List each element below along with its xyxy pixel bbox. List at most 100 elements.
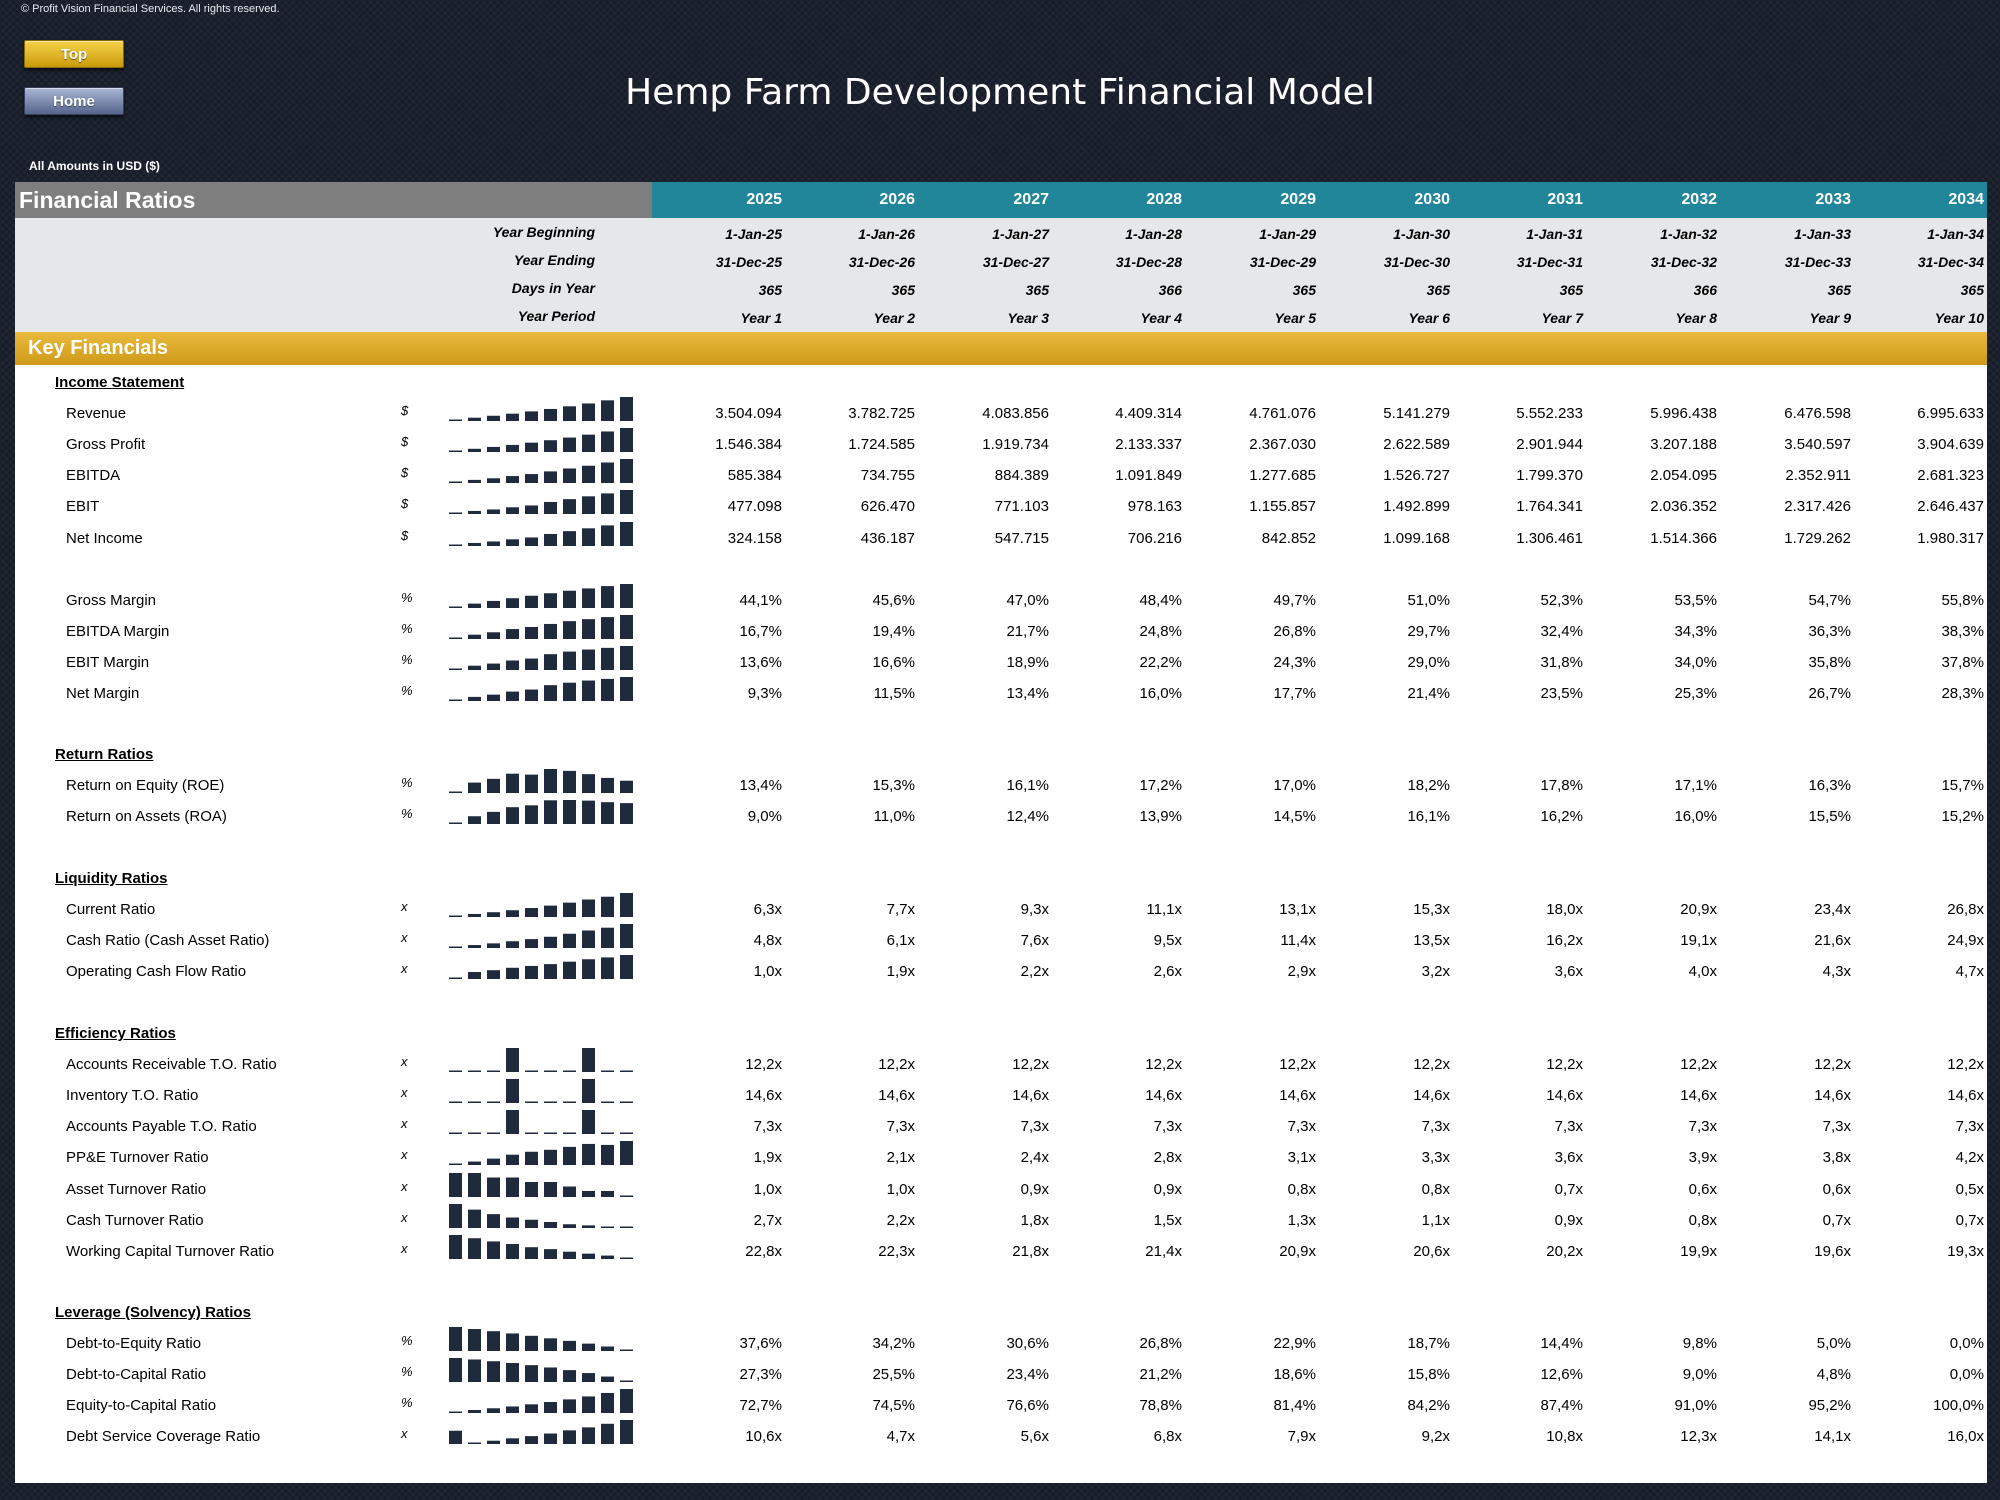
ratio-value-cell: 14,6x — [878, 1087, 915, 1104]
ratio-value-cell: 12,6% — [1540, 1366, 1583, 1383]
ratio-value-cell: 4,0x — [1688, 963, 1717, 980]
ratio-value-cell: 0,8x — [1688, 1212, 1717, 1229]
spark-bar — [468, 634, 481, 639]
ratio-value-cell: 1,3x — [1287, 1212, 1316, 1229]
spark-bar — [468, 972, 481, 979]
ratio-value-cell: 47,0% — [1006, 592, 1049, 609]
spark-bar — [544, 1338, 557, 1351]
home-button[interactable]: Home — [24, 87, 124, 115]
ratio-value-cell: 3.504.094 — [715, 405, 782, 422]
ratio-value-cell: 6,3x — [753, 901, 782, 918]
ratio-value-cell: 6.995.633 — [1917, 405, 1984, 422]
spark-bar — [563, 902, 576, 917]
spark-bar — [487, 1408, 500, 1413]
ratio-value-cell: 14,4% — [1540, 1335, 1583, 1352]
sparkline-chart — [449, 677, 633, 701]
header-bar: Financial Ratios 2025 2026 2027 2028 2029 203… — [15, 182, 1987, 218]
sparkline — [449, 1356, 639, 1389]
sparkline-chart — [449, 1110, 633, 1134]
ratio-value-cell: 19,3x — [1947, 1243, 1984, 1260]
spark-bar — [487, 1331, 500, 1351]
spark-bar — [563, 651, 576, 670]
ratio-value-cell: 5,6x — [1020, 1428, 1049, 1445]
sparkline — [449, 1202, 639, 1235]
ratio-value-cell: 14,6x — [1814, 1087, 1851, 1104]
sparkline-chart — [449, 1173, 633, 1197]
ratio-value-cell: 26,8% — [1139, 1335, 1182, 1352]
spark-bar — [525, 658, 538, 670]
spark-bar — [544, 1132, 557, 1134]
ratio-value-cell: 1.526.727 — [1383, 467, 1450, 484]
ratio-value-cell: 22,3x — [878, 1243, 915, 1260]
year-column-header: 2025 — [746, 191, 782, 208]
spark-bar — [506, 476, 519, 483]
spark-bar — [468, 1329, 481, 1351]
ratio-value-cell: 1.155.857 — [1249, 498, 1316, 515]
spark-bar — [449, 946, 462, 948]
ratio-value-cell: 2.901.944 — [1516, 436, 1583, 453]
ratio-value-cell: 31,8% — [1540, 654, 1583, 671]
period-cell: 1-Jan-34 — [1927, 226, 1984, 242]
spark-bar — [563, 531, 576, 546]
period-cell: 31-Dec-28 — [1115, 254, 1182, 270]
ratio-value-cell: 21,4x — [1145, 1243, 1182, 1260]
ratio-value-cell: 24,8% — [1139, 623, 1182, 640]
spark-bar — [525, 1151, 538, 1165]
sparkline — [449, 953, 639, 986]
ratio-value-cell: 3,6x — [1554, 963, 1583, 980]
spark-bar — [449, 668, 462, 670]
spark-bar — [544, 1367, 557, 1382]
ratio-value-cell: 29,7% — [1407, 623, 1450, 640]
spark-bar — [544, 905, 557, 917]
sparkline — [449, 798, 639, 831]
ratio-value-cell: 842.852 — [1261, 530, 1316, 547]
ratio-value-cell: 19,4% — [872, 623, 915, 640]
spark-bar — [620, 1141, 633, 1165]
ratio-value-cell: 95,2% — [1808, 1397, 1851, 1414]
spark-bar — [601, 462, 614, 483]
period-cell: Year 5 — [1274, 310, 1316, 326]
spark-bar — [620, 1101, 633, 1103]
ratio-value-cell: 81,4% — [1273, 1397, 1316, 1414]
ratio-value-cell: 1.799.370 — [1516, 467, 1583, 484]
spark-bar — [620, 677, 633, 701]
spark-bar — [487, 478, 500, 483]
period-row-label: Year Beginning — [492, 224, 595, 240]
ratio-value-cell: 1.514.366 — [1650, 530, 1717, 547]
spark-bar — [506, 598, 519, 608]
period-cell: Year 3 — [1007, 310, 1049, 326]
spark-bar — [563, 437, 576, 452]
ratio-label: Working Capital Turnover Ratio — [66, 1243, 275, 1260]
spark-bar — [468, 479, 481, 483]
ratio-value-cell: 7,3x — [1955, 1118, 1984, 1135]
ratio-value-cell: 7,3x — [753, 1118, 782, 1135]
ratio-value-cell: 14,6x — [1680, 1087, 1717, 1104]
ratio-value-cell: 4,3x — [1822, 963, 1851, 980]
ratio-value-cell: 12,2x — [745, 1056, 782, 1073]
ratio-value-cell: 2.681.323 — [1917, 467, 1984, 484]
spark-bar — [620, 584, 633, 608]
ratio-value-cell: 23,5% — [1540, 685, 1583, 702]
ratio-value-cell: 4,8x — [753, 932, 782, 949]
ratio-value-cell: 2.133.337 — [1115, 436, 1182, 453]
spark-bar — [506, 539, 519, 546]
ratio-value-cell: 17,8% — [1540, 777, 1583, 794]
sparkline-chart — [449, 769, 633, 793]
year-column-header: 2026 — [879, 191, 915, 208]
ratio-value-cell: 34,3% — [1674, 623, 1717, 640]
ratio-value-cell: 91,0% — [1674, 1397, 1717, 1414]
ratio-value-cell: 20,2x — [1546, 1243, 1583, 1260]
unit-symbol: x — [401, 1054, 408, 1069]
ratio-value-cell: 14,5% — [1273, 808, 1316, 825]
spark-bar — [544, 408, 557, 421]
ratio-value-cell: 2.317.426 — [1784, 498, 1851, 515]
currency-note: All Amounts in USD ($) — [29, 159, 160, 173]
spark-bar — [468, 1173, 481, 1197]
ratio-value-cell: 17,1% — [1674, 777, 1717, 794]
ratio-value-cell: 0,6x — [1822, 1181, 1851, 1198]
spark-bar — [449, 1132, 462, 1134]
top-button[interactable]: Top — [24, 40, 124, 68]
sparkline-chart — [449, 924, 633, 948]
ratio-label: Current Ratio — [66, 901, 156, 918]
spark-bar — [620, 615, 633, 639]
